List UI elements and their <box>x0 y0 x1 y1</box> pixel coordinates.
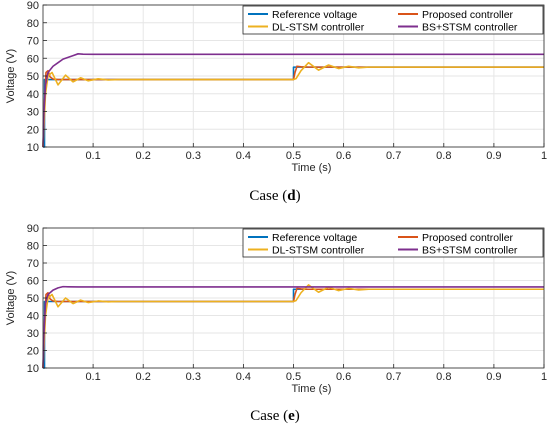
x-tick-label: 0.1 <box>85 150 100 162</box>
x-tick-label: 0.9 <box>486 150 501 162</box>
y-axis-label: Voltage (V) <box>5 271 17 325</box>
legend-label: Proposed controller <box>422 9 514 21</box>
y-tick-label: 60 <box>27 276 39 288</box>
y-tick-label: 30 <box>27 107 39 119</box>
legend-label: Proposed controller <box>422 232 514 244</box>
y-tick-label: 10 <box>27 142 39 154</box>
series-line-proposed-controller <box>42 287 544 369</box>
y-tick-label: 80 <box>27 241 39 253</box>
x-tick-label: 1 <box>541 150 547 162</box>
y-tick-label: 20 <box>27 346 39 358</box>
y-tick-label: 90 <box>27 223 39 235</box>
y-tick-label: 90 <box>27 0 39 12</box>
y-axis-label: Voltage (V) <box>5 49 17 103</box>
series-line-bs-stsm-controller <box>42 285 544 369</box>
y-tick-label: 40 <box>27 311 39 323</box>
x-tick-label: 0.6 <box>336 371 351 383</box>
legend-label: BS+STSM controller <box>422 22 518 34</box>
x-tick-label: 0.5 <box>286 371 301 383</box>
x-tick-label: 0.8 <box>436 371 451 383</box>
caption-letter: d <box>287 188 296 204</box>
x-axis-label: Time (s) <box>292 162 332 174</box>
series-line-proposed-controller <box>42 65 544 148</box>
caption-prefix: Case ( <box>249 188 287 204</box>
x-tick-label: 0.6 <box>336 150 351 162</box>
x-tick-label: 1 <box>541 371 547 383</box>
x-tick-label: 0.2 <box>136 371 151 383</box>
legend: Reference voltage Proposed controller DL-S… <box>242 228 544 258</box>
y-tick-label: 60 <box>27 53 39 65</box>
case-caption: Case (d) <box>249 188 300 204</box>
series-line-dl-stsm-controller <box>42 284 544 369</box>
y-tick-label: 50 <box>27 71 39 83</box>
legend-box <box>242 5 544 35</box>
y-tick-label: 20 <box>27 124 39 136</box>
legend: Reference voltage Proposed controller DL-S… <box>242 5 544 35</box>
legend-box <box>242 228 544 258</box>
legend-label: DL-STSM controller <box>272 245 365 257</box>
y-tick-label: 70 <box>27 258 39 270</box>
x-tick-label: 0.3 <box>186 150 201 162</box>
chart-1: 0.1 0.2 0.3 0.4 0.5 0.6 0.7 0.8 0.9 1 10 20 30 40 50 60… <box>5 223 547 424</box>
case-caption: Case (e) <box>250 408 300 424</box>
x-tick-label: 0.2 <box>136 150 151 162</box>
series-line-dl-stsm-controller <box>42 61 544 148</box>
y-tick-label: 50 <box>27 293 39 305</box>
x-tick-label: 0.8 <box>436 150 451 162</box>
y-tick-label: 70 <box>27 36 39 48</box>
x-tick-label: 0.7 <box>386 371 401 383</box>
y-tick-label: 40 <box>27 89 39 101</box>
legend-label: Reference voltage <box>272 9 357 21</box>
y-tick-label: 30 <box>27 328 39 340</box>
caption-suffix: ) <box>296 188 301 204</box>
x-tick-label: 0.3 <box>186 371 201 383</box>
caption-letter: e <box>288 408 295 424</box>
legend-label: Reference voltage <box>272 232 357 244</box>
y-tick-label: 80 <box>27 18 39 30</box>
x-tick-label: 0.7 <box>386 150 401 162</box>
x-tick-label: 0.9 <box>486 371 501 383</box>
x-axis-label: Time (s) <box>292 383 332 395</box>
y-tick-label: 10 <box>27 363 39 375</box>
chart-0: 0.1 0.2 0.3 0.4 0.5 0.6 0.7 0.8 0.9 1 10 20 30 40 50 60… <box>5 0 547 204</box>
x-tick-label: 0.4 <box>236 150 251 162</box>
x-tick-label: 0.4 <box>236 371 251 383</box>
legend-label: DL-STSM controller <box>272 22 365 34</box>
caption-prefix: Case ( <box>250 408 288 424</box>
x-tick-label: 0.5 <box>286 150 301 162</box>
caption-suffix: ) <box>295 408 300 424</box>
legend-label: BS+STSM controller <box>422 245 518 257</box>
x-tick-label: 0.1 <box>85 371 100 383</box>
series-line-bs-stsm-controller <box>42 53 544 148</box>
